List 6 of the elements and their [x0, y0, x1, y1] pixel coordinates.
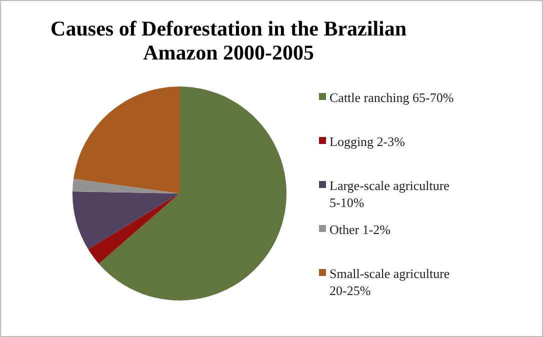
chart-title: Causes of Deforestation in the Brazilian Amazon 2000-2005 [50, 16, 407, 64]
legend-label: Logging 2-3% [330, 134, 406, 149]
legend-label: Cattle ranching 65-70% [330, 90, 454, 105]
legend-label: Small-scale agriculture 20-25% [330, 266, 450, 298]
legend-label: Large-scale agriculture 5-10% [330, 178, 450, 210]
legend-label: Other 1-2% [330, 222, 391, 237]
